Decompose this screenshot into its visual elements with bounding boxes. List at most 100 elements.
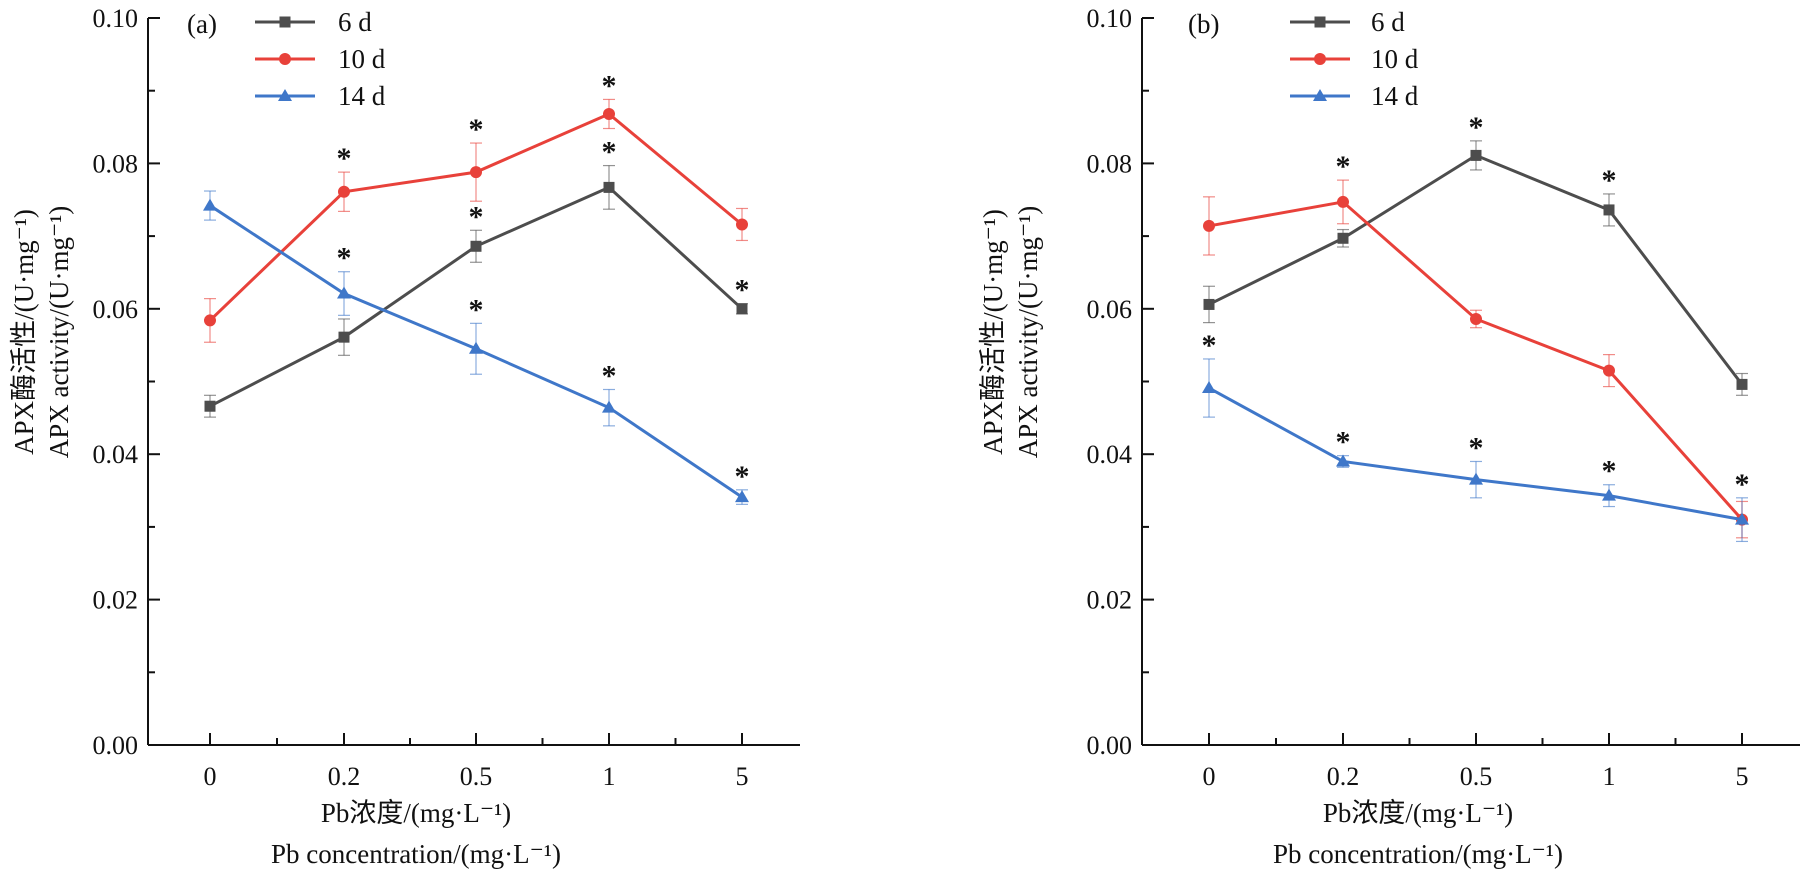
legend-label: 6 d (1371, 7, 1405, 37)
x-tick-label: 0 (204, 762, 217, 791)
square-marker (736, 303, 748, 315)
significance-star: * (1336, 426, 1351, 459)
square-marker (1603, 204, 1615, 216)
x-axis-title-cn: Pb浓度/(mg·L⁻¹) (1323, 798, 1513, 828)
triangle-marker (735, 490, 749, 503)
x-tick-label: 5 (1736, 762, 1749, 791)
y-tick-label: 0.04 (1087, 440, 1133, 469)
x-tick-label: 0.5 (1460, 762, 1493, 791)
y-tick-label: 0.06 (93, 295, 139, 324)
triangle-marker (1602, 488, 1616, 501)
significance-star: * (337, 142, 352, 175)
square-marker (470, 240, 482, 252)
circle-marker (736, 218, 748, 231)
significance-star: * (602, 136, 617, 169)
y-tick-label: 0.00 (93, 731, 139, 760)
x-tick-label: 0 (1203, 762, 1216, 791)
x-tick-label: 5 (736, 762, 749, 791)
triangle-marker (1469, 472, 1483, 485)
x-axis-title-en: Pb concentration/(mg·L⁻¹) (1273, 839, 1563, 869)
y-tick-label: 0.06 (1087, 295, 1133, 324)
triangle-marker (337, 286, 351, 299)
series-14-d: * * * * (203, 190, 750, 505)
square-marker (279, 16, 291, 28)
significance-star: * (1735, 468, 1750, 501)
triangle-marker (1735, 512, 1749, 525)
circle-marker (1337, 195, 1349, 208)
y-axis-title-cn: APX酶活性/(U·mg⁻¹) (9, 209, 39, 455)
significance-star: * (735, 274, 750, 307)
y-tick-label: 0.10 (93, 4, 139, 33)
significance-star: * (1602, 164, 1617, 197)
y-tick-label: 0.08 (1087, 149, 1133, 178)
y-tick-label: 0.04 (93, 440, 139, 469)
y-tick-label: 0.10 (1087, 4, 1133, 33)
significance-star: * (469, 293, 484, 326)
circle-marker (470, 166, 482, 179)
x-tick-label: 0.2 (328, 762, 361, 791)
significance-star: * (1202, 329, 1217, 362)
significance-star: * (602, 69, 617, 102)
circle-marker (1314, 53, 1326, 65)
circle-marker (1203, 219, 1215, 232)
significance-star: * (469, 200, 484, 233)
square-marker (338, 331, 350, 343)
y-axis-title-cn: APX酶活性/(U·mg⁻¹) (978, 209, 1008, 455)
series-6-d: ** (1203, 111, 1748, 396)
x-tick-label: 0.5 (460, 762, 493, 791)
series-line (1208, 153, 1744, 386)
significance-star: * (1336, 150, 1351, 183)
circle-marker (204, 314, 216, 327)
significance-star: * (1469, 431, 1484, 464)
triangle-marker (1336, 454, 1350, 467)
triangle-marker (469, 341, 483, 354)
square-marker (1470, 149, 1482, 161)
legend-label: 10 d (338, 44, 386, 74)
y-tick-label: 0.02 (93, 586, 139, 615)
triangle-marker (1313, 89, 1327, 101)
legend-label: 6 d (338, 7, 372, 37)
square-marker (603, 181, 615, 193)
panel-label: (a) (187, 9, 217, 39)
chart-panel-a: (a) APX酶活性/(U·mg⁻¹) APX activity/(U·mg⁻¹… (9, 4, 800, 869)
significance-star: * (735, 460, 750, 493)
square-marker (1736, 378, 1748, 390)
y-tick-label: 0.00 (1087, 731, 1133, 760)
triangle-marker (602, 400, 616, 413)
significance-star: * (1469, 111, 1484, 144)
series-14-d: * * * * * (1202, 329, 1750, 543)
circle-marker (1470, 312, 1482, 325)
legend: 6 d 10 d 14 d (255, 7, 386, 111)
circle-marker (279, 53, 291, 65)
series-10-d: * * * (204, 69, 748, 343)
y-axis-title-en: APX activity/(U·mg⁻¹) (1013, 206, 1043, 459)
x-axis-title-en: Pb concentration/(mg·L⁻¹) (271, 839, 561, 869)
significance-star: * (337, 242, 352, 275)
series-10-d: * (1203, 150, 1748, 539)
panel-label: (b) (1188, 9, 1219, 39)
x-tick-label: 1 (1603, 762, 1616, 791)
legend-label: 14 d (338, 81, 386, 111)
triangle-marker (278, 89, 292, 101)
triangle-marker (1202, 381, 1216, 394)
legend-label: 14 d (1371, 81, 1419, 111)
square-marker (1314, 16, 1326, 28)
significance-star: * (1602, 455, 1617, 488)
x-axis-title-cn: Pb浓度/(mg·L⁻¹) (321, 798, 511, 828)
circle-marker (1603, 364, 1615, 377)
circle-marker (338, 185, 350, 198)
legend: 6 d 10 d 14 d (1290, 7, 1419, 111)
circle-marker (603, 107, 615, 120)
square-marker (1203, 298, 1215, 310)
y-tick-label: 0.02 (1087, 586, 1133, 615)
x-tick-label: 0.2 (1327, 762, 1360, 791)
triangle-marker (203, 198, 217, 211)
significance-star: * (469, 113, 484, 146)
square-marker (1337, 232, 1349, 244)
legend-label: 10 d (1371, 44, 1419, 74)
x-tick-label: 1 (603, 762, 616, 791)
series-6-d: * * * (204, 136, 750, 418)
chart-panel-b: (b) APX酶活性/(U·mg⁻¹) APX activity/(U·mg⁻¹… (978, 4, 1800, 869)
y-tick-label: 0.08 (93, 149, 139, 178)
